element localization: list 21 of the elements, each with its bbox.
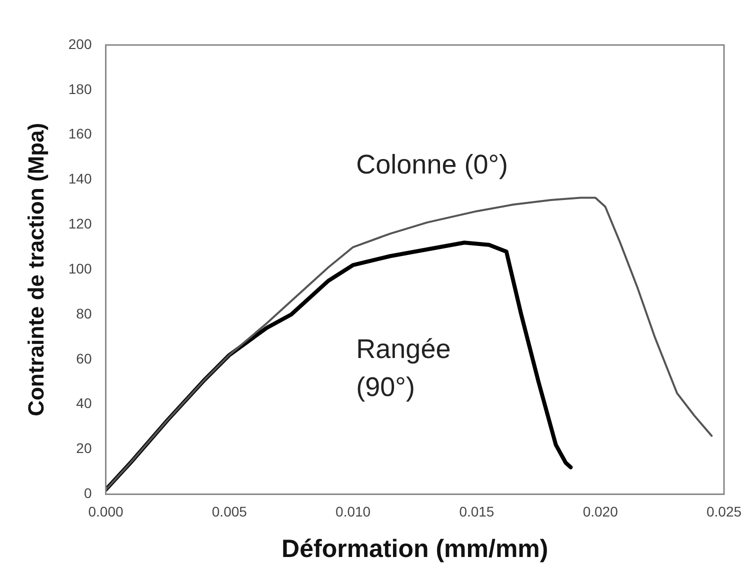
x-tick-label: 0.020 <box>582 503 618 520</box>
y-tick-label: 20 <box>76 440 92 456</box>
x-tick-label: 0.025 <box>706 503 742 520</box>
y-tick-label: 40 <box>76 395 92 412</box>
y-tick-label: 160 <box>68 126 92 142</box>
y-tick-label: 0 <box>84 485 92 502</box>
annotation: Colonne (0°) <box>356 150 508 180</box>
x-tick-label: 0.015 <box>459 503 494 520</box>
y-tick-label: 60 <box>76 350 92 366</box>
x-tick-label: 0.005 <box>212 503 248 520</box>
x-tick-label: 0.010 <box>336 503 371 520</box>
annotation: Rangée (90°) <box>356 334 451 402</box>
y-tick-label: 180 <box>68 80 92 97</box>
y-tick-label: 200 <box>68 36 92 52</box>
y-axis-title: Contrainte de traction (Mpa) <box>23 122 48 416</box>
x-axis-title: Déformation (mm/mm) <box>282 534 548 563</box>
y-tick-label: 140 <box>68 170 92 187</box>
y-tick-label: 80 <box>76 305 92 322</box>
y-tick-label: 100 <box>68 260 92 276</box>
y-tick-label: 120 <box>68 216 92 232</box>
x-tick-label: 0.000 <box>88 503 124 520</box>
